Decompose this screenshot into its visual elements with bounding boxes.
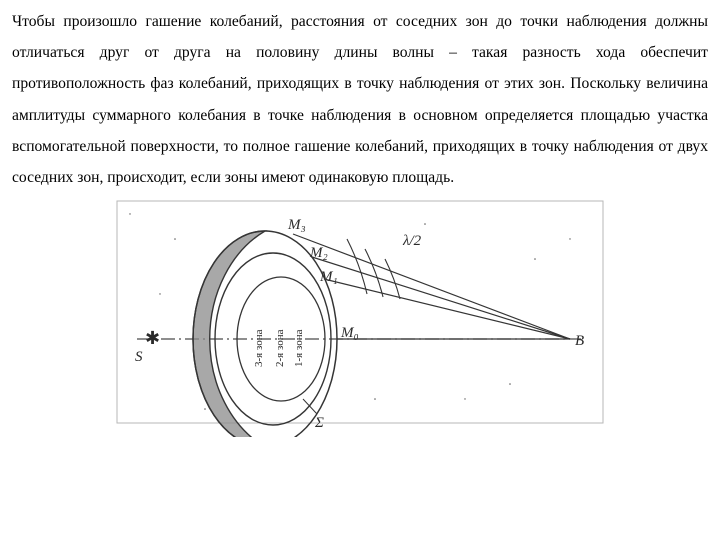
label-lambda: λ/2 (402, 233, 422, 249)
label-zone3: 3-я зона (253, 329, 265, 367)
figure-frame (117, 201, 603, 423)
source-point: ✱ (145, 328, 160, 348)
label-zone1: 1-я зона (293, 329, 305, 367)
page-container: Чтобы произошло гашение колебаний, расст… (0, 0, 720, 445)
body-paragraph: Чтобы произошло гашение колебаний, расст… (12, 6, 708, 193)
label-S: S (135, 349, 143, 365)
fresnel-zones-diagram: ✱ S M₀ M₁ M₂ M₃ λ/2 B Σ 1-я (115, 199, 605, 437)
label-M3: M₃ (287, 217, 306, 233)
label-sigma: Σ (314, 415, 324, 431)
label-B: B (575, 333, 584, 349)
label-M1: M₁ (319, 269, 338, 285)
label-zone2: 2-я зона (274, 329, 286, 367)
